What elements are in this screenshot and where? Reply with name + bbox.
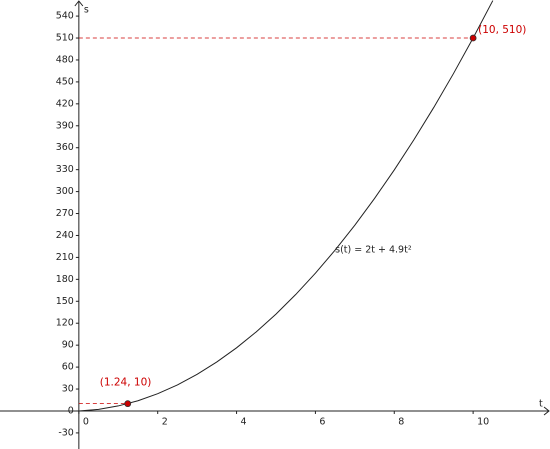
point <box>124 400 132 408</box>
x-tick-label: 0 <box>83 416 89 427</box>
y-tick-label: 150 <box>56 296 74 307</box>
y-tick-label: 180 <box>56 274 74 285</box>
y-tick-label: 450 <box>56 76 74 87</box>
y-tick-label: 480 <box>56 54 74 65</box>
curve <box>78 0 494 412</box>
y-tick-label: 90 <box>62 340 74 351</box>
y-tick-label: 30 <box>62 384 74 395</box>
y-tick-label: 360 <box>56 142 74 153</box>
y-tick-label: 240 <box>56 230 74 241</box>
x-tick-label: 8 <box>398 416 404 427</box>
y-axis-label: s <box>84 5 89 16</box>
point-label: (1.24, 10) <box>100 377 152 389</box>
y-tick-label: 330 <box>56 164 74 175</box>
y-tick-label: 510 <box>56 33 74 44</box>
y-tick-label: 420 <box>56 98 74 109</box>
x-tick-label: 4 <box>241 416 247 427</box>
y-tick-label: 270 <box>56 208 74 219</box>
y-tick-label: 540 <box>56 11 74 22</box>
y-tick-label: 120 <box>56 318 74 329</box>
y-tick-label: -30 <box>58 427 74 438</box>
y-tick-label: 0 <box>68 405 74 416</box>
x-tick-label: 2 <box>162 416 168 427</box>
x-tick-label: 6 <box>319 416 325 427</box>
y-tick-label: 60 <box>62 362 74 373</box>
x-axis-arrow <box>543 406 550 416</box>
x-tick-label: 10 <box>477 416 489 427</box>
point-label: (10, 510) <box>478 24 526 36</box>
function-annotation: s(t) = 2t + 4.9t² <box>335 245 412 256</box>
y-tick-label: 390 <box>56 120 74 131</box>
y-tick-label: 300 <box>56 186 74 197</box>
y-axis-arrow <box>74 0 84 7</box>
x-axis-label: t <box>539 398 543 409</box>
y-tick-label: 210 <box>56 252 74 263</box>
point <box>469 34 477 42</box>
